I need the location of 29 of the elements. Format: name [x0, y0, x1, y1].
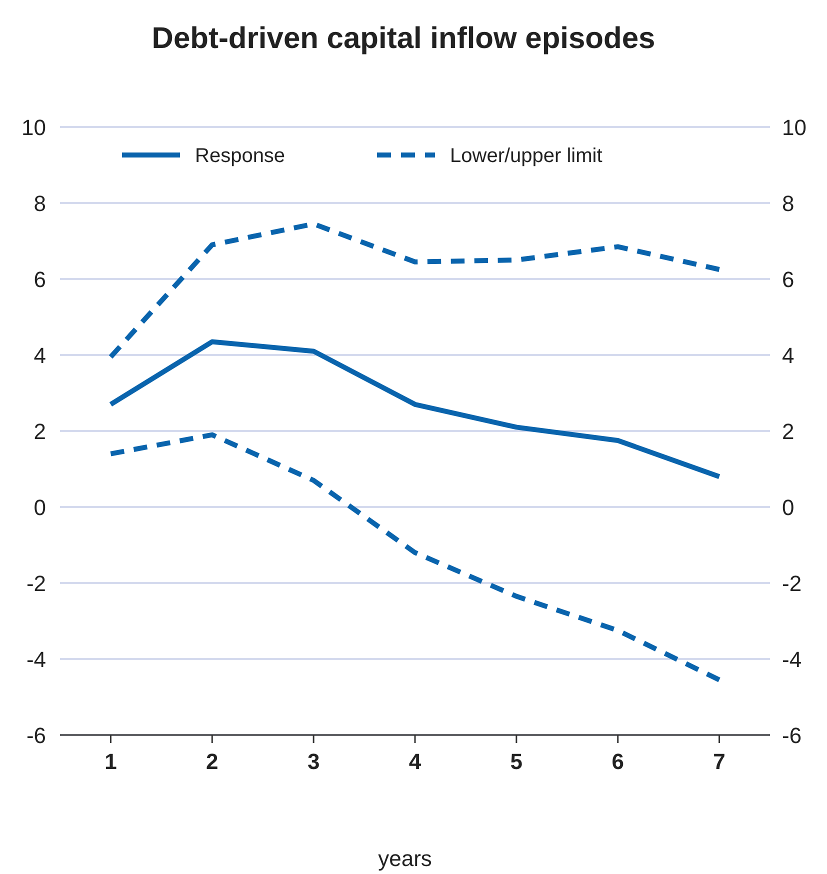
x-tick-label: 6 — [612, 749, 624, 774]
x-tick-label: 5 — [510, 749, 523, 774]
x-tick-label: 7 — [713, 749, 726, 774]
y-tick-label: -2 — [26, 571, 46, 596]
y-tick-label: -4 — [26, 647, 46, 672]
y2-tick-label: 4 — [782, 343, 794, 368]
y2-tick-label: -2 — [782, 571, 802, 596]
y2-tick-label: 0 — [782, 495, 794, 520]
y2-tick-label: 10 — [782, 115, 806, 140]
y2-tick-label: -6 — [782, 723, 802, 748]
chart-title: Debt-driven capital inflow episodes — [152, 22, 656, 55]
y-tick-label: 4 — [34, 343, 46, 368]
y-tick-label: 8 — [34, 191, 46, 216]
x-tick-label: 2 — [206, 749, 218, 774]
y2-tick-label: 6 — [782, 267, 794, 292]
y2-tick-label: -4 — [782, 647, 802, 672]
y-tick-label: 2 — [34, 419, 46, 444]
x-axis-title: years — [378, 846, 432, 871]
x-tick-label: 4 — [408, 749, 422, 774]
y-tick-label: -6 — [26, 723, 46, 748]
y-tick-label: 0 — [34, 495, 46, 520]
legend-label: Response — [195, 145, 286, 167]
y-tick-label: 10 — [22, 115, 46, 140]
legend-label: Lower/upper limit — [450, 145, 603, 167]
y2-tick-label: 2 — [782, 419, 794, 444]
x-tick-label: 1 — [104, 749, 117, 774]
x-tick-label: 3 — [307, 749, 320, 774]
y2-tick-label: 8 — [782, 191, 794, 216]
y-tick-label: 6 — [34, 267, 46, 292]
